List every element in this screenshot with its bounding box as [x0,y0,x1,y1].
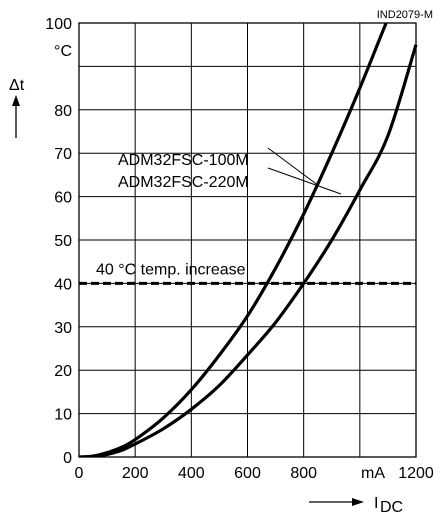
figure-id: IND2079-M [377,9,433,21]
y-tick-label: 60 [54,190,72,207]
series-label: ADM32FSC-100M [118,152,249,169]
tick-labels: 0 200 400 600 800 1200 0 10 20 30 40 50 60 70 80 100 mA °… [45,16,434,482]
threshold: 40 °C temp. increase [79,261,416,285]
x-unit-label: mA [361,465,385,482]
y-unit-label: °C [54,43,72,60]
y-tick-label: 40 [54,276,72,293]
y-tick-label: 100 [45,16,72,33]
x-tick-label: 200 [122,465,149,482]
x-axis-arrow-head [352,498,364,506]
y-tick-label: 0 [63,450,72,467]
series-line-ADM32FSC-100M [79,23,388,457]
y-tick-label: 70 [54,146,72,163]
y-axis-arrow-head [12,95,20,106]
series-label: ADM32FSC-220M [118,174,249,191]
plot-border [78,22,417,458]
leader-line-220M [267,167,342,195]
grid [79,23,416,457]
x-axis-label: I [374,495,378,512]
x-tick-label: 600 [234,465,261,482]
annotations: IND2079-M ADM32FSC-100M ADM32FSC-220M [118,9,433,195]
x-tick-label: 400 [178,465,205,482]
x-tick-label: 800 [290,465,317,482]
y-tick-label: 50 [54,233,72,250]
x-axis-label-subscript: DC [380,499,403,513]
curves [79,23,418,457]
y-axis-label: Δt [9,77,25,94]
axis-labels: Δt I DC [9,77,403,513]
y-tick-label: 20 [54,363,72,380]
y-tick-label: 80 [54,103,72,120]
plot-frame [78,22,417,458]
x-tick-label: 1200 [398,465,434,482]
threshold-label: 40 °C temp. increase [96,261,246,278]
x-tick-label: 0 [75,465,84,482]
y-tick-label: 30 [54,320,72,337]
y-tick-label: 10 [54,407,72,424]
leader-line-100M [267,147,320,187]
series-line-ADM32FSC-220M [79,44,418,457]
